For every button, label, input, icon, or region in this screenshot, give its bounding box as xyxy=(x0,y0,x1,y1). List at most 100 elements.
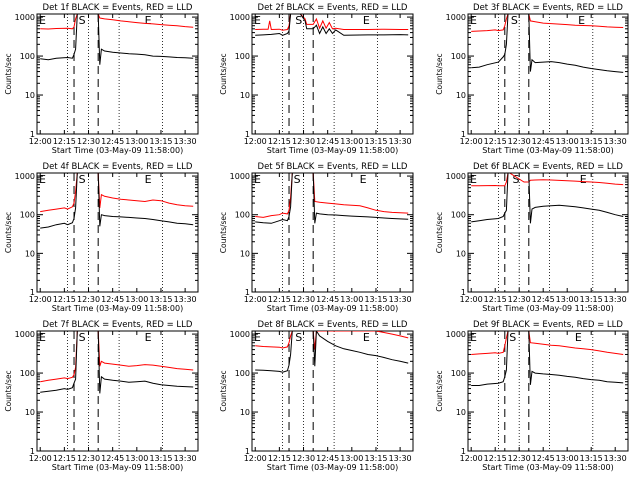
x-tick-label: 13:30 xyxy=(389,454,412,463)
lld-line xyxy=(255,331,409,350)
y-axis-label: Counts/sec xyxy=(4,212,13,253)
x-tick-label: 12:00 xyxy=(29,295,52,304)
x-tick-label: 12:45 xyxy=(532,137,555,146)
y-axis-label: Counts/sec xyxy=(219,370,228,411)
x-tick-label: 13:30 xyxy=(604,295,627,304)
y-tick-label: 100 xyxy=(451,369,466,378)
y-tick-label: 1 xyxy=(30,447,35,456)
events-line xyxy=(40,173,194,229)
lld-line xyxy=(255,173,409,218)
y-axis-label: Counts/sec xyxy=(4,53,13,94)
x-tick-label: 12:15 xyxy=(53,295,76,304)
marker-E-left: E xyxy=(39,14,46,27)
series-group xyxy=(471,14,624,73)
x-tick-label: 13:15 xyxy=(149,454,172,463)
x-tick-label: 12:30 xyxy=(77,295,100,304)
marker-E-left: E xyxy=(254,14,261,27)
x-tick-label: 13:15 xyxy=(580,295,603,304)
marker-S: S xyxy=(513,173,520,186)
x-tick-label: 13:30 xyxy=(604,454,627,463)
y-axis-label: Counts/sec xyxy=(435,212,444,253)
y-tick-label: 1000 xyxy=(446,13,466,22)
x-tick-label: 12:15 xyxy=(53,137,76,146)
x-tick-label: 12:45 xyxy=(101,137,124,146)
events-line xyxy=(471,14,624,73)
marker-E: E xyxy=(363,14,370,27)
x-tick-label: 13:30 xyxy=(174,137,197,146)
events-line xyxy=(255,331,409,373)
x-tick-label: 13:00 xyxy=(556,454,579,463)
events-line xyxy=(255,173,409,224)
marker-E-left: E xyxy=(470,331,477,344)
x-tick-label: 13:00 xyxy=(125,295,148,304)
panel-title: Det 7f BLACK = Events, RED = LLD xyxy=(43,320,193,330)
y-axis-label: Counts/sec xyxy=(219,53,228,94)
x-axis-label: Start Time (03-May-09 11:58:00) xyxy=(52,463,183,472)
x-tick-label: 12:00 xyxy=(244,137,267,146)
y-tick-label: 100 xyxy=(20,52,35,61)
x-tick-label: 13:15 xyxy=(364,137,387,146)
plot-frame xyxy=(467,13,629,135)
plot-frame xyxy=(251,172,414,293)
x-tick-label: 12:45 xyxy=(101,295,124,304)
x-axis-label: Start Time (03-May-09 11:58:00) xyxy=(267,304,398,313)
x-tick-label: 12:30 xyxy=(292,454,315,463)
events-line xyxy=(471,173,624,224)
y-tick-label: 1 xyxy=(245,447,250,456)
lld-line xyxy=(471,173,624,187)
x-tick-label: 13:00 xyxy=(340,454,363,463)
marker-E-left: E xyxy=(470,173,477,186)
y-axis-label: Counts/sec xyxy=(4,370,13,411)
x-tick-label: 12:00 xyxy=(460,454,483,463)
x-tick-label: 13:00 xyxy=(556,295,579,304)
events-line xyxy=(471,331,624,386)
x-tick-label: 12:00 xyxy=(460,295,483,304)
lld-line xyxy=(40,14,194,30)
x-axis-label: Start Time (03-May-09 11:58:00) xyxy=(482,463,613,472)
y-tick-label: 1 xyxy=(245,130,250,139)
y-tick-label: 10 xyxy=(456,91,466,100)
x-tick-label: 12:30 xyxy=(508,137,531,146)
marker-E-left: E xyxy=(470,14,477,27)
series-group xyxy=(40,331,194,394)
y-tick-label: 100 xyxy=(235,52,250,61)
x-axis-label: Start Time (03-May-09 11:58:00) xyxy=(52,304,183,313)
marker-E: E xyxy=(580,173,587,186)
y-axis-label: Counts/sec xyxy=(435,370,444,411)
y-tick-label: 100 xyxy=(451,52,466,61)
y-tick-label: 100 xyxy=(451,211,466,220)
marker-S: S xyxy=(509,331,516,344)
x-tick-label: 13:00 xyxy=(340,295,363,304)
x-tick-label: 13:15 xyxy=(364,454,387,463)
y-tick-label: 1 xyxy=(461,447,466,456)
y-tick-label: 1000 xyxy=(15,172,35,181)
x-axis-label: Start Time (03-May-09 11:58:00) xyxy=(267,463,398,472)
marker-S: S xyxy=(295,331,302,344)
panel-title: Det 6f BLACK = Events, RED = LLD xyxy=(473,162,623,172)
panel-title: Det 1f BLACK = Events, RED = LLD xyxy=(43,3,193,13)
x-tick-label: 12:45 xyxy=(316,295,339,304)
x-axis-label: Start Time (03-May-09 11:58:00) xyxy=(482,304,613,313)
lld-line xyxy=(471,331,624,355)
marker-S: S xyxy=(511,14,518,27)
x-tick-label: 12:45 xyxy=(316,454,339,463)
x-axis-label: Start Time (03-May-09 11:58:00) xyxy=(52,146,183,155)
x-tick-label: 13:15 xyxy=(364,295,387,304)
x-tick-label: 12:45 xyxy=(316,137,339,146)
y-tick-label: 1 xyxy=(461,130,466,139)
panel-title: Det 8f BLACK = Events, RED = LLD xyxy=(258,320,408,330)
y-tick-label: 10 xyxy=(240,91,250,100)
marker-E-left: E xyxy=(39,331,46,344)
x-tick-label: 13:00 xyxy=(125,454,148,463)
lld-line xyxy=(255,14,409,31)
x-tick-label: 12:00 xyxy=(29,137,52,146)
series-group xyxy=(471,331,624,386)
